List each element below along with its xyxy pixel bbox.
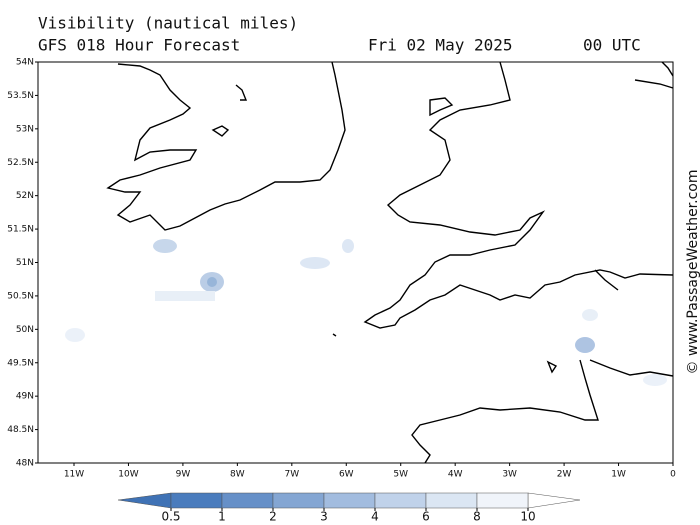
colorbar: 0.5 1 2 3 4 6 8 10	[117, 492, 581, 524]
visibility-blobs	[65, 239, 667, 386]
longitude-labels: 11W 10W 9W 8W 7W 6W 5W 4W 3W 2W 1W 0	[64, 463, 676, 480]
lon-label: 11W	[64, 470, 84, 480]
forecast-date: Fri 02 May 2025	[368, 36, 513, 55]
lat-label: 51.5N	[7, 225, 34, 235]
lon-label: 6W	[339, 470, 354, 480]
colorbar-bin	[272, 492, 325, 509]
colorbar-label: 0.5	[161, 510, 180, 524]
lon-label: 3W	[502, 470, 517, 480]
lat-label: 52N	[16, 191, 34, 201]
colorbar-bin	[170, 492, 223, 509]
forecast-time: 00 UTC	[583, 36, 641, 55]
lon-label: 2W	[557, 470, 572, 480]
lon-label: 8W	[230, 470, 245, 480]
colorbar-label: 2	[269, 510, 277, 524]
colorbar-label: 4	[371, 510, 379, 524]
colorbar-label: 6	[422, 510, 430, 524]
colorbar-bin	[221, 492, 274, 509]
lat-label: 48N	[16, 459, 34, 469]
map-title: Visibility (nautical miles)	[38, 14, 298, 33]
lat-label: 50.5N	[7, 291, 34, 301]
lat-label: 52.5N	[7, 158, 34, 168]
colorbar-min-arrow	[117, 492, 172, 509]
lat-label: 54N	[16, 58, 34, 68]
lon-label: 1W	[611, 470, 626, 480]
lon-label: 7W	[285, 470, 300, 480]
lat-label: 53.5N	[7, 91, 34, 101]
map-subtitle: GFS 018 Hour Forecast	[38, 36, 240, 55]
colorbar-bin	[323, 492, 376, 509]
lat-label: 51N	[16, 258, 34, 268]
map-area: 54N 53.5N 53N 52.5N 52N 51.5N 51N 50.5N 50N 49.5N…	[7, 58, 676, 480]
lon-label: 4W	[448, 470, 463, 480]
latitude-labels: 54N 53.5N 53N 52.5N 52N 51.5N 51N 50.5N 50N 49.5N…	[7, 58, 38, 469]
lon-label: 5W	[393, 470, 408, 480]
colorbar-bin	[374, 492, 427, 509]
lat-label: 48.5N	[7, 425, 34, 435]
lat-label: 49.5N	[7, 358, 34, 368]
colorbar-label: 8	[473, 510, 481, 524]
colorbar-bin	[476, 492, 529, 509]
lat-label: 49N	[16, 392, 34, 402]
coastlines	[106, 61, 674, 464]
colorbar-max-arrow	[527, 492, 581, 509]
colorbar-label: 3	[320, 510, 328, 524]
watermark: © www.PassageWeather.com	[685, 169, 700, 374]
lat-label: 50N	[16, 325, 34, 335]
colorbar-label: 1	[218, 510, 226, 524]
lat-label: 53N	[16, 124, 34, 134]
colorbar-bin	[425, 492, 478, 509]
map-frame	[37, 61, 674, 464]
lon-label: 10W	[118, 470, 138, 480]
colorbar-label: 10	[520, 510, 535, 524]
lon-label: 0	[670, 470, 676, 480]
lon-label: 9W	[176, 470, 191, 480]
